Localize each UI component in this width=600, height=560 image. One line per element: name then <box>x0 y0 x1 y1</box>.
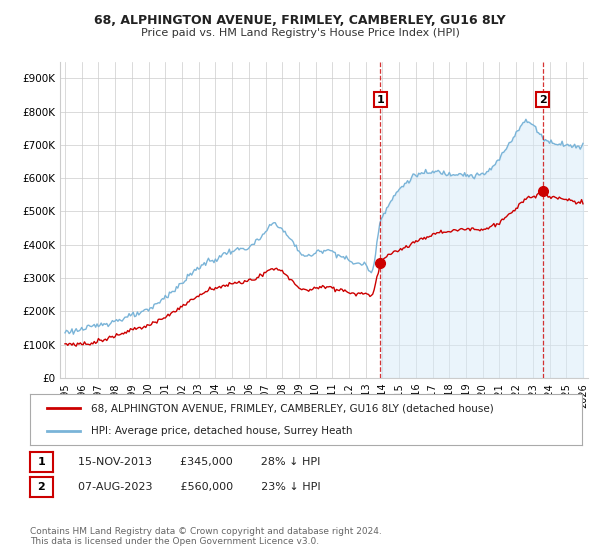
Text: 2: 2 <box>38 482 45 492</box>
Text: Price paid vs. HM Land Registry's House Price Index (HPI): Price paid vs. HM Land Registry's House … <box>140 28 460 38</box>
Text: 07-AUG-2023        £560,000        23% ↓ HPI: 07-AUG-2023 £560,000 23% ↓ HPI <box>78 482 320 492</box>
Text: 68, ALPHINGTON AVENUE, FRIMLEY, CAMBERLEY, GU16 8LY (detached house): 68, ALPHINGTON AVENUE, FRIMLEY, CAMBERLE… <box>91 403 493 413</box>
Text: HPI: Average price, detached house, Surrey Heath: HPI: Average price, detached house, Surr… <box>91 426 352 436</box>
Text: Contains HM Land Registry data © Crown copyright and database right 2024.
This d: Contains HM Land Registry data © Crown c… <box>30 526 382 546</box>
Text: 1: 1 <box>377 95 385 105</box>
Text: 68, ALPHINGTON AVENUE, FRIMLEY, CAMBERLEY, GU16 8LY: 68, ALPHINGTON AVENUE, FRIMLEY, CAMBERLE… <box>94 14 506 27</box>
Text: 2: 2 <box>539 95 547 105</box>
Text: 1: 1 <box>38 457 45 467</box>
Text: 15-NOV-2013        £345,000        28% ↓ HPI: 15-NOV-2013 £345,000 28% ↓ HPI <box>78 457 320 467</box>
